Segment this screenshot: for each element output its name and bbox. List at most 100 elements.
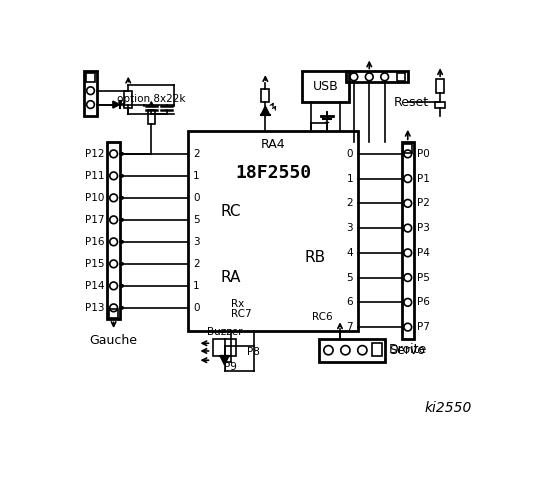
Circle shape: [120, 218, 124, 222]
Bar: [148, 110, 155, 124]
Circle shape: [350, 73, 358, 81]
Bar: [346, 72, 408, 82]
Text: P3: P3: [417, 223, 430, 233]
Text: P4: P4: [417, 248, 430, 258]
Bar: [213, 339, 236, 356]
Text: 5: 5: [347, 273, 353, 283]
Bar: [403, 144, 413, 153]
Bar: [319, 339, 385, 362]
Bar: [85, 72, 97, 116]
Circle shape: [110, 304, 117, 312]
Circle shape: [120, 152, 124, 156]
Text: P16: P16: [85, 237, 105, 247]
Circle shape: [120, 262, 124, 266]
Text: Droite: Droite: [389, 343, 427, 356]
Circle shape: [404, 224, 411, 232]
Text: P7: P7: [417, 322, 430, 332]
Bar: [86, 73, 95, 82]
Polygon shape: [220, 356, 229, 365]
Text: P14: P14: [85, 281, 105, 291]
Text: 0: 0: [193, 193, 200, 203]
Circle shape: [120, 306, 124, 310]
Text: RB: RB: [304, 250, 325, 265]
Circle shape: [120, 196, 124, 200]
Text: P2: P2: [417, 198, 430, 208]
Polygon shape: [260, 106, 270, 115]
Circle shape: [404, 175, 411, 182]
Text: P8: P8: [247, 347, 260, 357]
Circle shape: [110, 194, 117, 202]
Text: RA4: RA4: [260, 138, 285, 151]
Circle shape: [404, 299, 411, 306]
Bar: [301, 72, 349, 102]
Text: P11: P11: [85, 171, 105, 181]
Circle shape: [110, 238, 117, 246]
Text: P1: P1: [417, 174, 430, 184]
Text: 2: 2: [193, 259, 200, 269]
Text: Rx: Rx: [231, 299, 244, 309]
Circle shape: [110, 172, 117, 180]
Text: 0: 0: [193, 303, 200, 313]
Text: RC6: RC6: [311, 312, 332, 322]
Bar: [397, 73, 405, 81]
Bar: [124, 91, 132, 108]
Circle shape: [366, 73, 373, 81]
Circle shape: [324, 346, 333, 355]
Bar: [109, 309, 118, 318]
Text: Servo: Servo: [389, 344, 425, 357]
Text: 3: 3: [347, 223, 353, 233]
Text: P10: P10: [85, 193, 105, 203]
Bar: [436, 102, 445, 108]
Text: P5: P5: [417, 273, 430, 283]
Text: RC7: RC7: [231, 309, 251, 319]
Bar: [372, 343, 382, 356]
Circle shape: [404, 274, 411, 281]
Text: P15: P15: [85, 259, 105, 269]
Circle shape: [110, 282, 117, 290]
Circle shape: [358, 346, 367, 355]
Circle shape: [404, 150, 411, 158]
Circle shape: [404, 249, 411, 257]
Text: P9: P9: [224, 362, 237, 372]
Text: Reset: Reset: [393, 96, 429, 109]
Text: option 8x22k: option 8x22k: [117, 94, 186, 104]
Text: 1: 1: [193, 281, 200, 291]
Bar: [189, 131, 358, 331]
Text: P17: P17: [85, 215, 105, 225]
Circle shape: [404, 323, 411, 331]
Text: P0: P0: [417, 149, 430, 159]
Circle shape: [110, 216, 117, 224]
Circle shape: [341, 346, 350, 355]
Circle shape: [110, 260, 117, 268]
Circle shape: [120, 240, 124, 244]
Text: P13: P13: [85, 303, 105, 313]
Circle shape: [120, 174, 124, 178]
Text: 3: 3: [193, 237, 200, 247]
Text: Buzzer: Buzzer: [207, 327, 242, 337]
Bar: [262, 89, 269, 102]
Circle shape: [404, 200, 411, 207]
Circle shape: [110, 150, 117, 158]
Text: 4: 4: [347, 248, 353, 258]
Text: P12: P12: [85, 149, 105, 159]
Text: 5: 5: [193, 215, 200, 225]
Text: 0: 0: [347, 149, 353, 159]
Text: 2: 2: [347, 198, 353, 208]
Polygon shape: [113, 101, 120, 108]
Circle shape: [381, 73, 389, 81]
Circle shape: [87, 101, 95, 108]
Bar: [401, 142, 414, 339]
Text: P6: P6: [417, 297, 430, 307]
Text: RA: RA: [221, 270, 241, 285]
Text: Gauche: Gauche: [90, 335, 138, 348]
Text: 2: 2: [193, 149, 200, 159]
Circle shape: [120, 284, 124, 288]
Text: 18F2550: 18F2550: [235, 164, 311, 182]
Text: USB: USB: [312, 80, 338, 93]
Text: 7: 7: [347, 322, 353, 332]
Text: 6: 6: [347, 297, 353, 307]
Bar: [107, 142, 120, 319]
Text: 1: 1: [347, 174, 353, 184]
Text: 1: 1: [193, 171, 200, 181]
Circle shape: [87, 87, 95, 95]
